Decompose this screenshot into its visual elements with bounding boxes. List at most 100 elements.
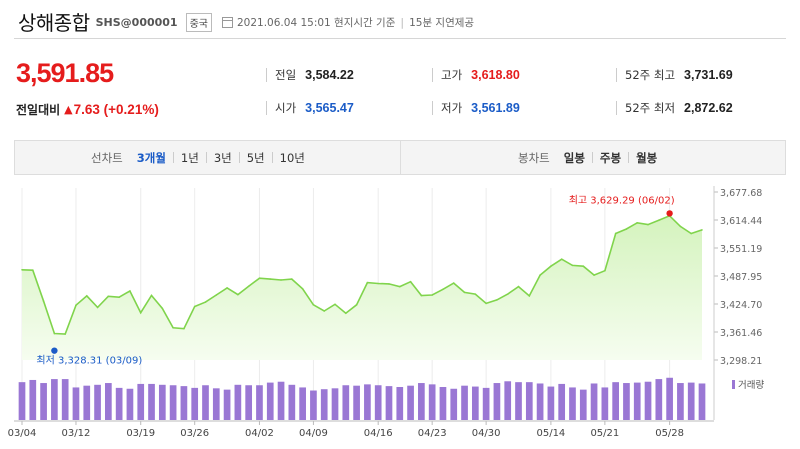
tab-separator	[271, 152, 273, 163]
tab-3year[interactable]: 3년	[213, 150, 232, 165]
x-tick-label: 05/21	[590, 428, 619, 439]
price-point	[604, 269, 606, 272]
price-point	[690, 232, 693, 235]
timestamp: 2021.06.04 15:01 현지시간 기준	[237, 16, 396, 29]
stat-value: 3,731.69	[684, 68, 733, 82]
index-title: 상해종합	[18, 10, 90, 35]
tab-separator	[591, 152, 593, 163]
volume-bar	[310, 390, 317, 420]
stat-divider	[616, 68, 617, 82]
volume-bar	[385, 386, 393, 420]
price-point	[85, 295, 88, 297]
volume-bar	[61, 379, 69, 420]
price-point	[247, 285, 250, 287]
price-point	[560, 258, 563, 260]
volume-bar	[623, 383, 630, 420]
price-point	[215, 294, 218, 296]
up-arrow-icon: ▲	[64, 103, 73, 116]
price-point	[53, 332, 56, 335]
volume-bar	[547, 386, 555, 420]
volume-bar	[223, 389, 231, 420]
price-point	[107, 295, 110, 298]
stat-value: 2,872.62	[684, 101, 733, 115]
price-point	[312, 303, 315, 306]
price-point	[366, 281, 369, 284]
price-point	[528, 295, 531, 297]
volume-bar	[212, 388, 220, 420]
country-badge: 중국	[185, 12, 212, 32]
volume-bar	[158, 384, 166, 420]
price-point	[442, 288, 444, 291]
price-point	[701, 229, 703, 231]
volume-bar	[655, 379, 663, 420]
tab-separator	[205, 152, 207, 163]
price-point	[291, 278, 293, 280]
stat-divider	[266, 101, 267, 115]
stat-label: 고가	[441, 68, 463, 82]
header-separator: |	[400, 15, 405, 29]
tabs-divider	[400, 141, 401, 174]
x-tick-label: 03/19	[126, 428, 155, 439]
price-point	[658, 219, 660, 221]
price-chart: 3,677.68 3,614.44 3,551.19 3,487.95 3,424.70…	[0, 180, 800, 449]
price-point	[517, 285, 520, 288]
tab-daily[interactable]: 일봉	[563, 150, 585, 165]
tab-5year[interactable]: 5년	[246, 150, 265, 165]
tab-weekly[interactable]: 주봉	[599, 150, 622, 165]
price-point	[614, 232, 617, 235]
volume-bar	[72, 387, 80, 420]
stat-divider	[432, 101, 433, 115]
tab-3month[interactable]: 3개월	[136, 150, 166, 165]
price-point	[21, 268, 23, 271]
x-tick-label: 03/04	[8, 428, 37, 439]
volume-bar	[202, 385, 209, 420]
volume-bar	[94, 384, 101, 420]
volume-bar	[18, 382, 26, 420]
price-point	[129, 290, 131, 292]
volume-bar	[450, 388, 458, 420]
y-tick-label: 3,298.21	[720, 356, 762, 367]
volume-bar	[353, 385, 360, 420]
low-marker	[51, 347, 58, 354]
volume-bar	[40, 383, 47, 420]
stat-label: 저가	[441, 101, 463, 115]
volume-bar	[407, 385, 414, 420]
x-tick-label: 03/26	[180, 428, 209, 439]
tab-1year[interactable]: 1년	[180, 150, 199, 165]
volume-bar	[493, 383, 501, 420]
volume-bar	[439, 387, 447, 420]
volume-bar	[364, 384, 371, 420]
candle-chart-tabs: 봉차트 일봉 주봉 월봉	[518, 141, 657, 174]
volume-bar	[428, 384, 436, 420]
delay-notice: 15분 지연제공	[409, 16, 475, 29]
price-area	[22, 215, 702, 360]
change-label: 전일대비	[16, 103, 61, 117]
current-price: 3,591.85	[16, 58, 114, 88]
volume-bar	[698, 383, 706, 420]
stat-value: 3,584.22	[305, 68, 354, 82]
price-point	[237, 293, 239, 296]
change-value: 7.63 (+0.21%)	[73, 102, 159, 117]
volume-bar	[633, 382, 641, 420]
chart-tabs-bar: 선차트 3개월 1년 3년 5년 10년 봉차트 일봉 주봉 월봉	[14, 140, 786, 175]
price-point	[204, 301, 207, 303]
price-point	[75, 304, 77, 306]
line-chart-label: 선차트	[91, 150, 123, 165]
price-point	[496, 299, 498, 301]
stat-open: 시가 3,565.47	[266, 100, 354, 116]
price-point	[636, 222, 639, 224]
price-point	[280, 279, 282, 281]
tab-monthly[interactable]: 월봉	[636, 150, 658, 165]
price-point	[334, 303, 336, 306]
tab-10year[interactable]: 10년	[279, 150, 305, 165]
volume-bar	[245, 385, 253, 420]
calendar-icon	[222, 16, 233, 28]
price-point	[226, 287, 228, 289]
price-point	[301, 288, 304, 290]
volume-bar	[137, 383, 145, 420]
stat-low: 저가 3,561.89	[432, 100, 520, 116]
stat-value: 3,561.89	[471, 101, 520, 115]
price-point	[506, 293, 509, 295]
stat-high: 고가 3,618.80	[432, 67, 520, 83]
price-point	[571, 264, 574, 267]
